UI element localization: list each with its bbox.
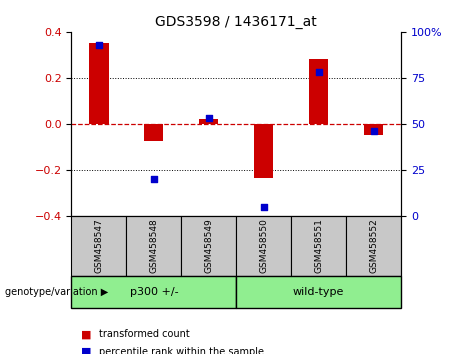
- Title: GDS3598 / 1436171_at: GDS3598 / 1436171_at: [155, 16, 317, 29]
- Text: GSM458548: GSM458548: [149, 219, 159, 273]
- Point: [315, 69, 322, 75]
- Bar: [236, 216, 291, 276]
- Bar: [309, 59, 328, 124]
- Text: GSM458549: GSM458549: [204, 219, 213, 273]
- Point: [260, 204, 267, 210]
- Bar: [254, 124, 273, 178]
- Text: GSM458551: GSM458551: [314, 218, 323, 274]
- Text: ■: ■: [81, 347, 91, 354]
- Point: [95, 42, 103, 47]
- Bar: [346, 216, 401, 276]
- Bar: [181, 216, 236, 276]
- Bar: [291, 216, 346, 276]
- Text: p300 +/-: p300 +/-: [130, 287, 178, 297]
- Text: GSM458552: GSM458552: [369, 219, 378, 273]
- Point: [205, 115, 213, 121]
- Text: percentile rank within the sample: percentile rank within the sample: [99, 347, 264, 354]
- Bar: [71, 276, 236, 308]
- Bar: [89, 44, 108, 124]
- Bar: [236, 276, 401, 308]
- Text: ■: ■: [81, 329, 91, 339]
- Text: genotype/variation ▶: genotype/variation ▶: [5, 287, 108, 297]
- Bar: [71, 216, 126, 276]
- Bar: [126, 216, 181, 276]
- Point: [370, 129, 377, 134]
- Text: GSM458547: GSM458547: [95, 219, 103, 273]
- Bar: [364, 124, 383, 135]
- Bar: [144, 124, 164, 141]
- Text: transformed count: transformed count: [99, 329, 190, 339]
- Text: GSM458550: GSM458550: [259, 218, 268, 274]
- Bar: [199, 119, 219, 124]
- Text: wild-type: wild-type: [293, 287, 344, 297]
- Point: [150, 176, 158, 182]
